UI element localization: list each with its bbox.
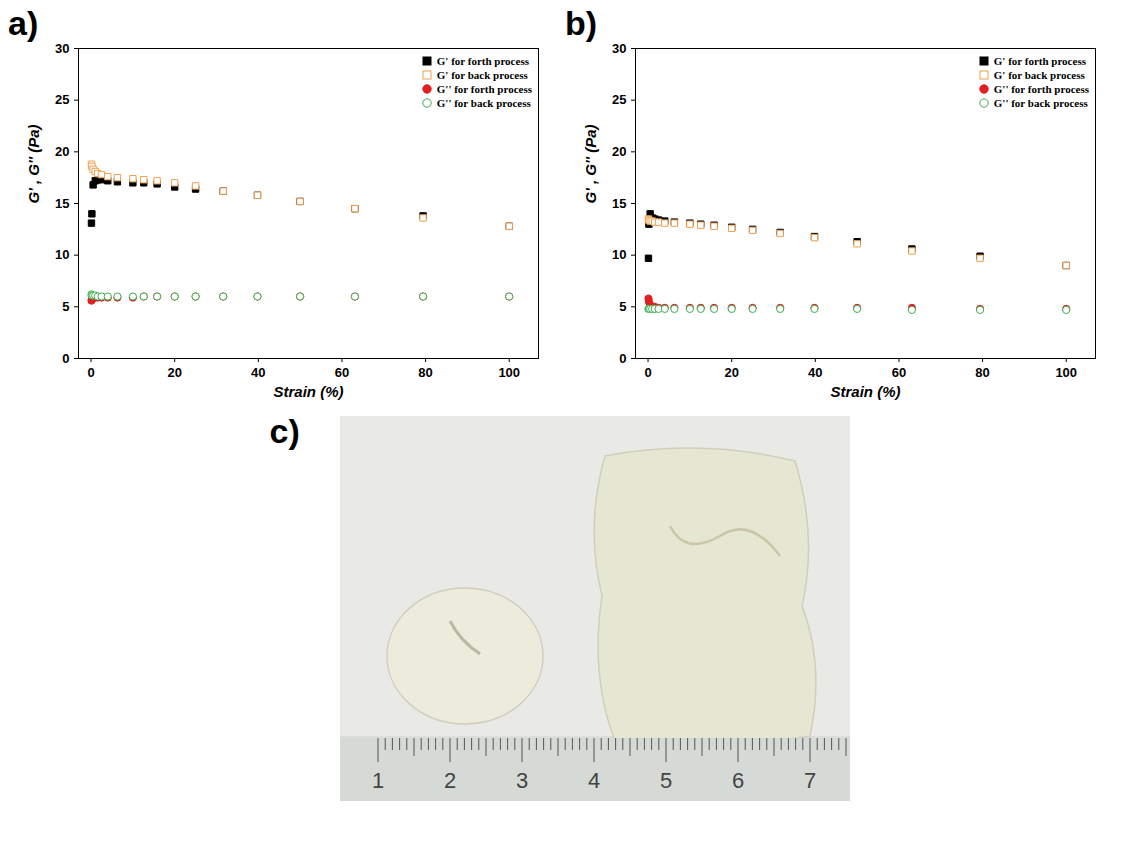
svg-text:3: 3 bbox=[515, 768, 527, 793]
svg-text:2: 2 bbox=[443, 768, 455, 793]
svg-text:1: 1 bbox=[371, 768, 383, 793]
svg-text:10: 10 bbox=[55, 247, 69, 262]
svg-text:20: 20 bbox=[55, 144, 69, 159]
html-text:a): a) bbox=[8, 4, 39, 42]
html-text:G'' for back process: G'' for back process bbox=[993, 97, 1088, 109]
svg-text:100: 100 bbox=[1055, 365, 1077, 380]
html-text:G'' for back process: G'' for back process bbox=[436, 97, 531, 109]
svg-text:15: 15 bbox=[55, 196, 69, 211]
svg-text:30: 30 bbox=[55, 41, 69, 56]
html-text:G'' for forth process: G'' for forth process bbox=[993, 83, 1089, 95]
svg-text:7: 7 bbox=[803, 768, 815, 793]
svg-text:25: 25 bbox=[55, 92, 69, 107]
svg-text:40: 40 bbox=[251, 365, 265, 380]
svg-text:80: 80 bbox=[418, 365, 432, 380]
svg-text:G' , G'' (Pa): G' , G'' (Pa) bbox=[25, 124, 42, 203]
svg-text:20: 20 bbox=[724, 365, 738, 380]
svg-text:60: 60 bbox=[892, 365, 906, 380]
svg-text:5: 5 bbox=[62, 299, 69, 314]
svg-text:25: 25 bbox=[612, 92, 626, 107]
svg-text:0: 0 bbox=[644, 365, 651, 380]
svg-text:4: 4 bbox=[587, 768, 599, 793]
svg-text:40: 40 bbox=[808, 365, 822, 380]
svg-text:0: 0 bbox=[62, 351, 69, 366]
html-text:G' for forth process: G' for forth process bbox=[993, 55, 1086, 67]
svg-text:20: 20 bbox=[612, 144, 626, 159]
svg-text:100: 100 bbox=[498, 365, 520, 380]
svg-text:Strain (%): Strain (%) bbox=[830, 383, 900, 400]
svg-text:15: 15 bbox=[612, 196, 626, 211]
svg-text:0: 0 bbox=[619, 351, 626, 366]
svg-text:30: 30 bbox=[612, 41, 626, 56]
svg-text:10: 10 bbox=[612, 247, 626, 262]
html-text:b): b) bbox=[565, 4, 598, 42]
svg-text:60: 60 bbox=[335, 365, 349, 380]
svg-text:Strain (%): Strain (%) bbox=[273, 383, 343, 400]
svg-text:0: 0 bbox=[87, 365, 94, 380]
html-text:G'' for forth process: G'' for forth process bbox=[436, 83, 532, 95]
html-text:G' for back process: G' for back process bbox=[993, 69, 1085, 81]
svg-text:80: 80 bbox=[975, 365, 989, 380]
html-text:c): c) bbox=[269, 412, 300, 450]
html-text:G' for back process: G' for back process bbox=[436, 69, 528, 81]
svg-text:G' , G'' (Pa): G' , G'' (Pa) bbox=[582, 124, 599, 203]
svg-text:20: 20 bbox=[167, 365, 181, 380]
svg-text:5: 5 bbox=[619, 299, 626, 314]
svg-text:6: 6 bbox=[731, 768, 743, 793]
html-text:G' for forth process: G' for forth process bbox=[436, 55, 529, 67]
svg-text:5: 5 bbox=[659, 768, 671, 793]
